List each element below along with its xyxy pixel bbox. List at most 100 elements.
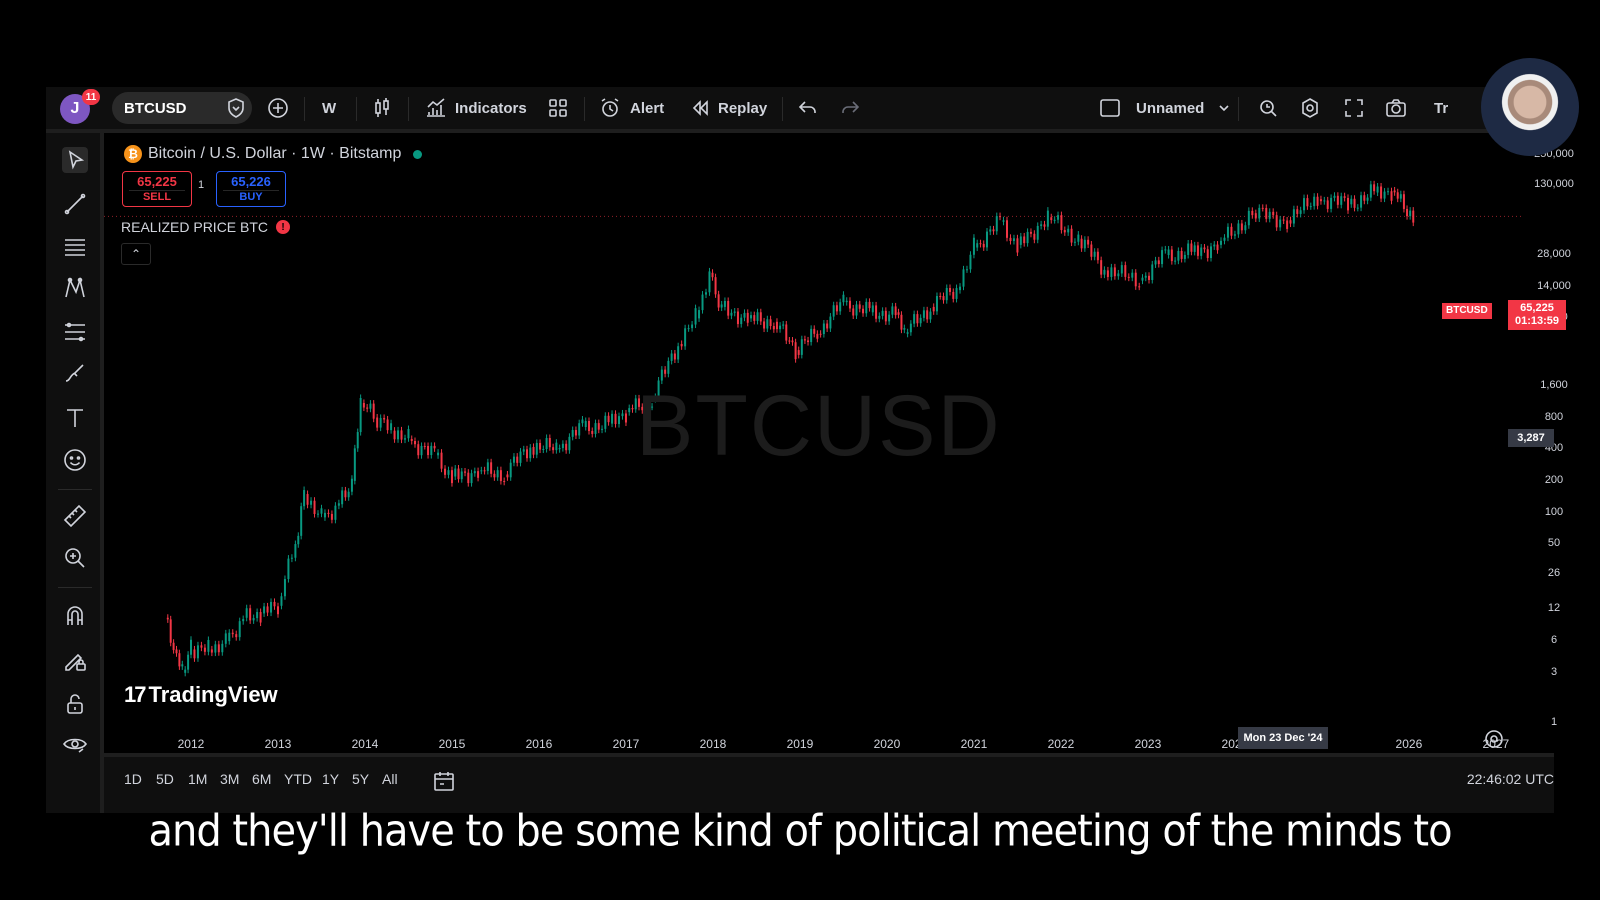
alert-button[interactable]: Alert [630,99,665,117]
chart-pane[interactable] [104,133,1522,753]
quick-search-icon[interactable] [1256,96,1280,120]
candle-body [1237,223,1240,235]
chevron-down-icon[interactable] [1212,96,1229,120]
text-tool-icon[interactable] [62,405,88,431]
candle-body [310,500,313,505]
forecast-tool-icon[interactable] [62,319,88,345]
compare-add-icon[interactable] [266,96,290,120]
candle-body [842,294,845,303]
candlestick-chart-icon[interactable] [370,96,394,120]
candle-body [797,350,800,355]
candle-body [460,471,463,480]
indicators-icon[interactable] [424,96,448,120]
range-button-3m[interactable]: 3M [220,771,240,787]
candle-body [337,503,340,506]
sell-button[interactable]: 65,225 SELL [122,171,192,207]
layout-name[interactable]: Unnamed [1136,99,1205,117]
candle-body [677,346,680,360]
candle-body [390,423,393,431]
interval-selector[interactable]: W [322,99,337,117]
zoom-in-icon[interactable] [62,545,88,571]
range-button-1m[interactable]: 1M [188,771,208,787]
range-button-5d[interactable]: 5D [156,771,174,787]
fib-retracement-icon[interactable] [62,233,88,259]
rewind-icon[interactable] [688,96,712,120]
range-button-ytd[interactable]: YTD [284,771,312,787]
candle-body [1356,207,1359,209]
indicators-button[interactable]: Indicators [455,99,527,117]
candle-body [628,408,631,413]
replay-button[interactable]: Replay [718,99,768,117]
candle-body [601,428,604,430]
candle-body [611,413,614,424]
redo-icon[interactable] [838,96,862,120]
candle-body [1272,211,1275,216]
utc-clock[interactable]: 22:46:02 UTC [1466,771,1554,787]
candle-body [766,319,769,329]
indicator-legend[interactable]: REALIZED PRICE BTC ! [121,219,291,235]
candle-body [945,287,948,301]
trend-line-icon[interactable] [62,191,88,217]
trade-button[interactable]: Tr [1434,99,1449,117]
candle-body [276,606,279,615]
warning-icon[interactable]: ! [276,220,291,234]
candle-body [493,473,496,478]
eye-icon[interactable] [62,731,88,757]
lock-drawing-icon[interactable] [62,647,88,673]
price-axis[interactable]: 250,000130,00028,00014,0007,0001,6008004… [1522,133,1574,813]
candle-body [794,342,797,360]
layout-square-icon[interactable] [1098,96,1122,120]
settings-gear-icon[interactable] [1298,96,1322,120]
emoji-icon[interactable] [62,447,88,473]
candle-body [939,296,942,298]
collapse-legend-button[interactable]: ⌃ [121,243,151,265]
candle-body [753,315,756,321]
candle-body [503,481,506,483]
buy-button[interactable]: 65,226 BUY [216,171,286,207]
fullscreen-icon[interactable] [1342,96,1366,120]
brush-icon[interactable] [62,361,88,387]
ruler-icon[interactable] [62,503,88,529]
range-button-all[interactable]: All [382,771,398,787]
price-tick-label: 6 [1550,634,1558,647]
heart-shield-icon[interactable] [224,96,248,120]
candle-body [383,417,386,420]
candle-body [651,406,654,408]
range-button-1d[interactable]: 1D [124,771,142,787]
candle-body [1148,275,1151,280]
candle-body [280,596,283,606]
axis-settings-icon[interactable] [1482,727,1503,748]
time-tick-label: 2022 [1047,737,1075,751]
candle-body [259,612,262,623]
go-to-date-calendar-icon[interactable] [432,769,456,793]
candle-body [942,296,945,301]
alarm-clock-icon[interactable] [598,96,622,120]
cursor-icon[interactable] [62,147,88,173]
undo-icon[interactable] [796,96,820,120]
price-tick-label: 28,000 [1537,248,1571,261]
unlock-icon[interactable] [62,691,88,717]
pattern-tool-icon[interactable] [62,275,88,301]
symbol-name[interactable]: BTCUSD [124,99,187,117]
price-chart[interactable] [104,133,1522,753]
candle-body [1127,276,1130,278]
range-button-6m[interactable]: 6M [252,771,272,787]
candle-body [965,269,968,271]
notification-badge[interactable]: 11 [82,89,100,105]
candle-body [691,324,694,329]
candle-body [1261,207,1264,209]
magnet-icon[interactable] [62,603,88,629]
templates-grid-icon[interactable] [546,96,570,120]
camera-snapshot-icon[interactable] [1384,96,1408,120]
candle-body [750,315,753,319]
candle-body [369,403,372,409]
range-button-5y[interactable]: 5Y [352,771,370,787]
time-tick-label: 2020 [873,737,901,751]
range-button-1y[interactable]: 1Y [322,771,340,787]
candle-body [740,317,743,325]
candle-body [1141,277,1144,281]
candle-body [654,396,657,399]
candle-body [858,304,861,309]
candle-body [542,449,545,451]
candle-body [509,462,512,478]
